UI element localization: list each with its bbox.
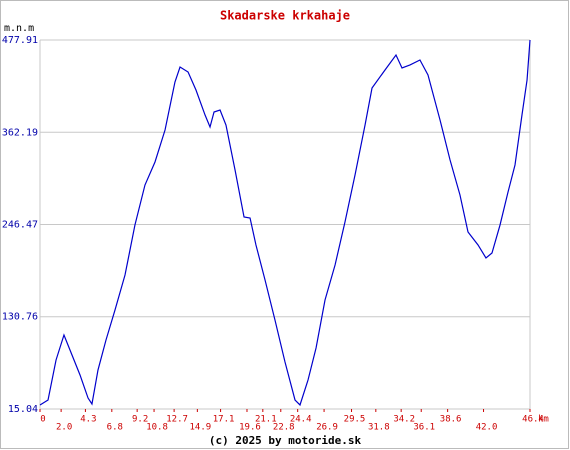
x-tick-label: 14.9 [190, 423, 212, 433]
x-tick-label: 38.6 [440, 415, 462, 425]
x-tick-label: 24.4 [290, 415, 312, 425]
x-tick-label: 42.0 [476, 423, 498, 433]
x-tick-label: 46.4 [522, 415, 544, 425]
x-tick-label: 19.6 [239, 423, 261, 433]
x-tick-label: 10.8 [146, 423, 168, 433]
x-tick-label: 2.0 [56, 423, 72, 433]
x-tick-label: 17.1 [213, 415, 235, 425]
x-tick-label: 6.8 [107, 423, 123, 433]
y-tick-label: 130.76 [2, 312, 38, 323]
x-tick-label: 12.7 [166, 415, 188, 425]
x-tick-label: 4.3 [80, 415, 96, 425]
x-tick-label: 21.1 [255, 415, 277, 425]
x-tick-label: 36.1 [413, 423, 435, 433]
x-tick-label: 26.9 [316, 423, 338, 433]
x-tick-label: 0 [40, 415, 45, 425]
y-axis-label: m.n.m [4, 23, 34, 34]
x-tick-label: 31.8 [368, 423, 390, 433]
x-tick-label: 29.5 [344, 415, 366, 425]
y-tick-label: 477.91 [2, 35, 38, 46]
y-tick-label: 362.19 [2, 127, 38, 138]
y-tick-label: 246.47 [2, 220, 38, 231]
x-tick-label: 9.2 [132, 415, 148, 425]
chart-title: Skadarske krkahaje [220, 9, 350, 23]
elevation-line [39, 39, 531, 407]
footer: (c) 2025 by motoride.sk [209, 434, 362, 447]
x-tick-label: 34.2 [393, 415, 415, 425]
y-tick-label: 15.04 [8, 404, 38, 415]
x-tick-label: 22.8 [273, 423, 295, 433]
x-axis-label: km [538, 415, 549, 425]
